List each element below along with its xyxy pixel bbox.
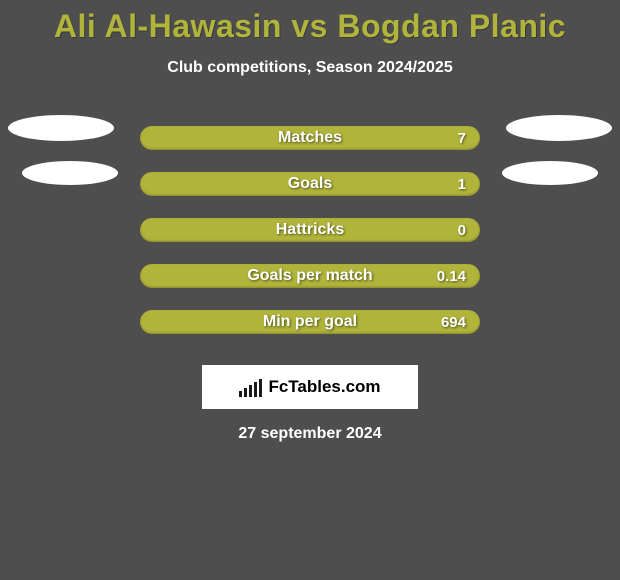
footer-date: 27 september 2024	[0, 425, 620, 443]
page-subtitle: Club competitions, Season 2024/2025	[0, 59, 620, 77]
stats-bars: Matches 7 Goals 1 Hattricks 0 Goals per …	[0, 115, 620, 345]
stat-value: 0.14	[437, 268, 466, 285]
stat-bar: Goals per match 0.14	[140, 264, 480, 288]
stat-bar: Goals 1	[140, 172, 480, 196]
stat-value: 694	[441, 314, 466, 331]
page-title: Ali Al-Hawasin vs Bogdan Planic	[0, 0, 620, 45]
brand-bars-icon	[239, 377, 262, 397]
stat-row: Goals 1	[0, 161, 620, 207]
stat-label: Goals per match	[140, 267, 480, 285]
stat-row: Min per goal 694	[0, 299, 620, 345]
stat-label: Matches	[140, 129, 480, 147]
brand-text: FcTables.com	[268, 377, 380, 397]
stat-value: 1	[458, 176, 466, 193]
stat-row: Matches 7	[0, 115, 620, 161]
stat-bar: Min per goal 694	[140, 310, 480, 334]
stat-bar: Matches 7	[140, 126, 480, 150]
stat-row: Goals per match 0.14	[0, 253, 620, 299]
comparison-card: Ali Al-Hawasin vs Bogdan Planic Club com…	[0, 0, 620, 580]
stat-label: Hattricks	[140, 221, 480, 239]
stat-value: 7	[458, 130, 466, 147]
stat-label: Min per goal	[140, 313, 480, 331]
stat-bar: Hattricks 0	[140, 218, 480, 242]
brand-badge[interactable]: FcTables.com	[202, 365, 418, 409]
stat-row: Hattricks 0	[0, 207, 620, 253]
stat-label: Goals	[140, 175, 480, 193]
stat-value: 0	[458, 222, 466, 239]
